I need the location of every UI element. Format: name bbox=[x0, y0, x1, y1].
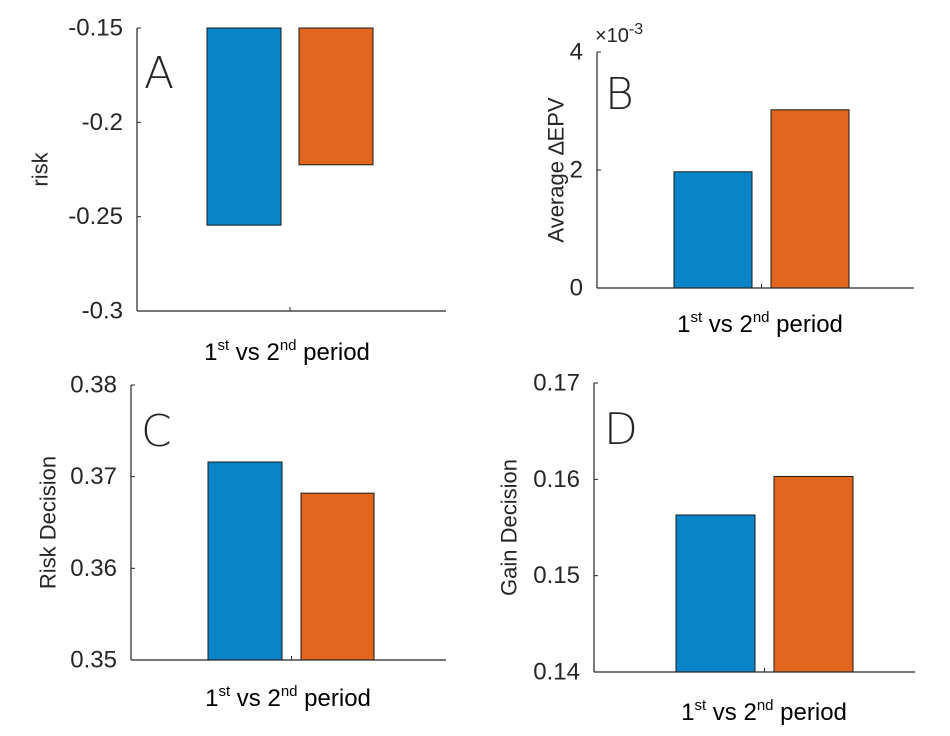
x-axis-label: 1st vs 2nd period bbox=[204, 337, 370, 366]
y-axis-label: risk bbox=[28, 151, 53, 186]
bar-first-period bbox=[207, 461, 283, 661]
bar-second-period bbox=[770, 109, 850, 289]
y-axis-label: Gain Decision bbox=[497, 459, 522, 596]
y-axis-label: Risk Decision bbox=[36, 456, 61, 589]
panel-letter: A bbox=[144, 48, 174, 99]
y-tick-label: 0.37 bbox=[70, 463, 117, 490]
bar-first-period bbox=[675, 514, 756, 673]
panel-d: 0.14 0.15 0.16 0.17 Gain Decision 1st vs 2nd … bbox=[497, 370, 915, 726]
y-exponent-label: ×10-3 bbox=[595, 21, 643, 47]
panel-a: -0.3 -0.25 -0.2 -0.15 risk 1st vs 2nd period A bbox=[28, 15, 446, 366]
y-tick-label: -0.15 bbox=[68, 15, 123, 42]
y-tick-label: 0.16 bbox=[533, 466, 580, 493]
y-axis-label: Average ∆EPV bbox=[544, 97, 569, 242]
bar-first-period bbox=[206, 27, 282, 226]
y-tick-label: 0.38 bbox=[70, 372, 117, 399]
x-axis-label: 1st vs 2nd period bbox=[205, 683, 371, 712]
panel-letter: D bbox=[604, 404, 638, 455]
bar-second-period bbox=[773, 475, 854, 673]
y-tick-label: 0.35 bbox=[70, 647, 117, 674]
y-tick-label: 0.17 bbox=[533, 370, 580, 397]
panel-letter: B bbox=[605, 69, 634, 120]
panel-b: 0 2 4 ×10-3 Average ∆EPV 1st vs 2nd period B bbox=[544, 21, 914, 338]
x-axis-label: 1st vs 2nd period bbox=[677, 309, 843, 338]
y-tick-label: 0.15 bbox=[533, 562, 580, 589]
bar-second-period bbox=[300, 492, 375, 661]
y-tick-label: 2 bbox=[570, 157, 583, 184]
panel-c: 0.35 0.36 0.37 0.38 Risk Decision 1st vs 2nd … bbox=[36, 372, 446, 712]
y-tick-label: 0.36 bbox=[70, 555, 117, 582]
panel-letter: C bbox=[141, 406, 172, 457]
y-tick-label: -0.2 bbox=[82, 109, 123, 136]
y-tick-label: -0.3 bbox=[82, 298, 123, 325]
x-axis-label: 1st vs 2nd period bbox=[681, 697, 847, 726]
bar-second-period bbox=[298, 27, 374, 166]
y-tick-label: 0.14 bbox=[533, 659, 580, 686]
y-tick-label: 4 bbox=[570, 39, 583, 66]
y-tick-label: 0 bbox=[570, 275, 583, 302]
bar-first-period bbox=[673, 171, 753, 289]
y-tick-label: -0.25 bbox=[68, 203, 123, 230]
